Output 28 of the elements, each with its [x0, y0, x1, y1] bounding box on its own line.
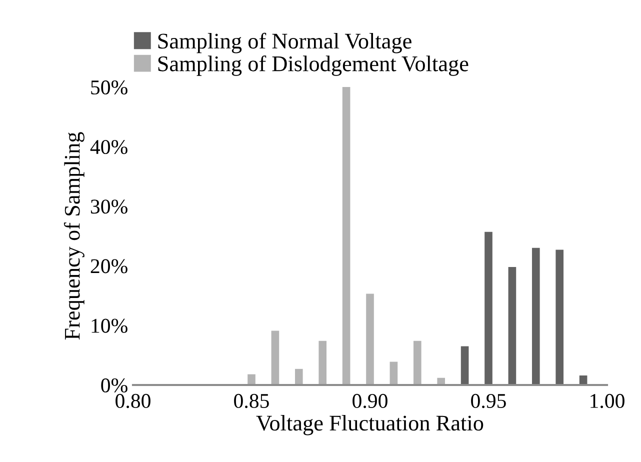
bar: [460, 346, 469, 385]
x-tick-label: 0.95: [471, 394, 506, 408]
bar: [318, 340, 327, 385]
bar: [294, 368, 303, 385]
x-axis-title: Voltage Fluctuation Ratio: [256, 415, 484, 436]
bar: [342, 87, 350, 385]
y-axis-title: Frequency of Sampling: [64, 132, 84, 340]
bar: [271, 330, 280, 385]
bar: [390, 362, 398, 385]
bar: [413, 340, 422, 385]
bar: [366, 294, 374, 385]
x-tick-label: 0.80: [116, 394, 150, 408]
y-tick-label: 40%: [90, 140, 128, 154]
legend-label: Sampling of Normal Voltage: [158, 32, 412, 54]
bar: [508, 266, 516, 385]
y-tick-label: 20%: [90, 259, 128, 274]
y-tick-label: 50%: [91, 80, 128, 94]
bar: [556, 250, 564, 385]
x-tick-label: 0.85: [234, 394, 269, 408]
x-tick-label: 1.00: [590, 394, 624, 408]
bar: [248, 374, 256, 385]
legend-label: Sampling of Dislodgement Voltage: [158, 55, 468, 76]
y-tick-label: 30%: [90, 200, 128, 214]
x-tick-label: 0.90: [352, 394, 388, 408]
y-tick-label: 0%: [101, 378, 128, 392]
bar: [532, 248, 540, 385]
bar: [484, 232, 492, 385]
y-tick-label: 10%: [92, 318, 128, 333]
